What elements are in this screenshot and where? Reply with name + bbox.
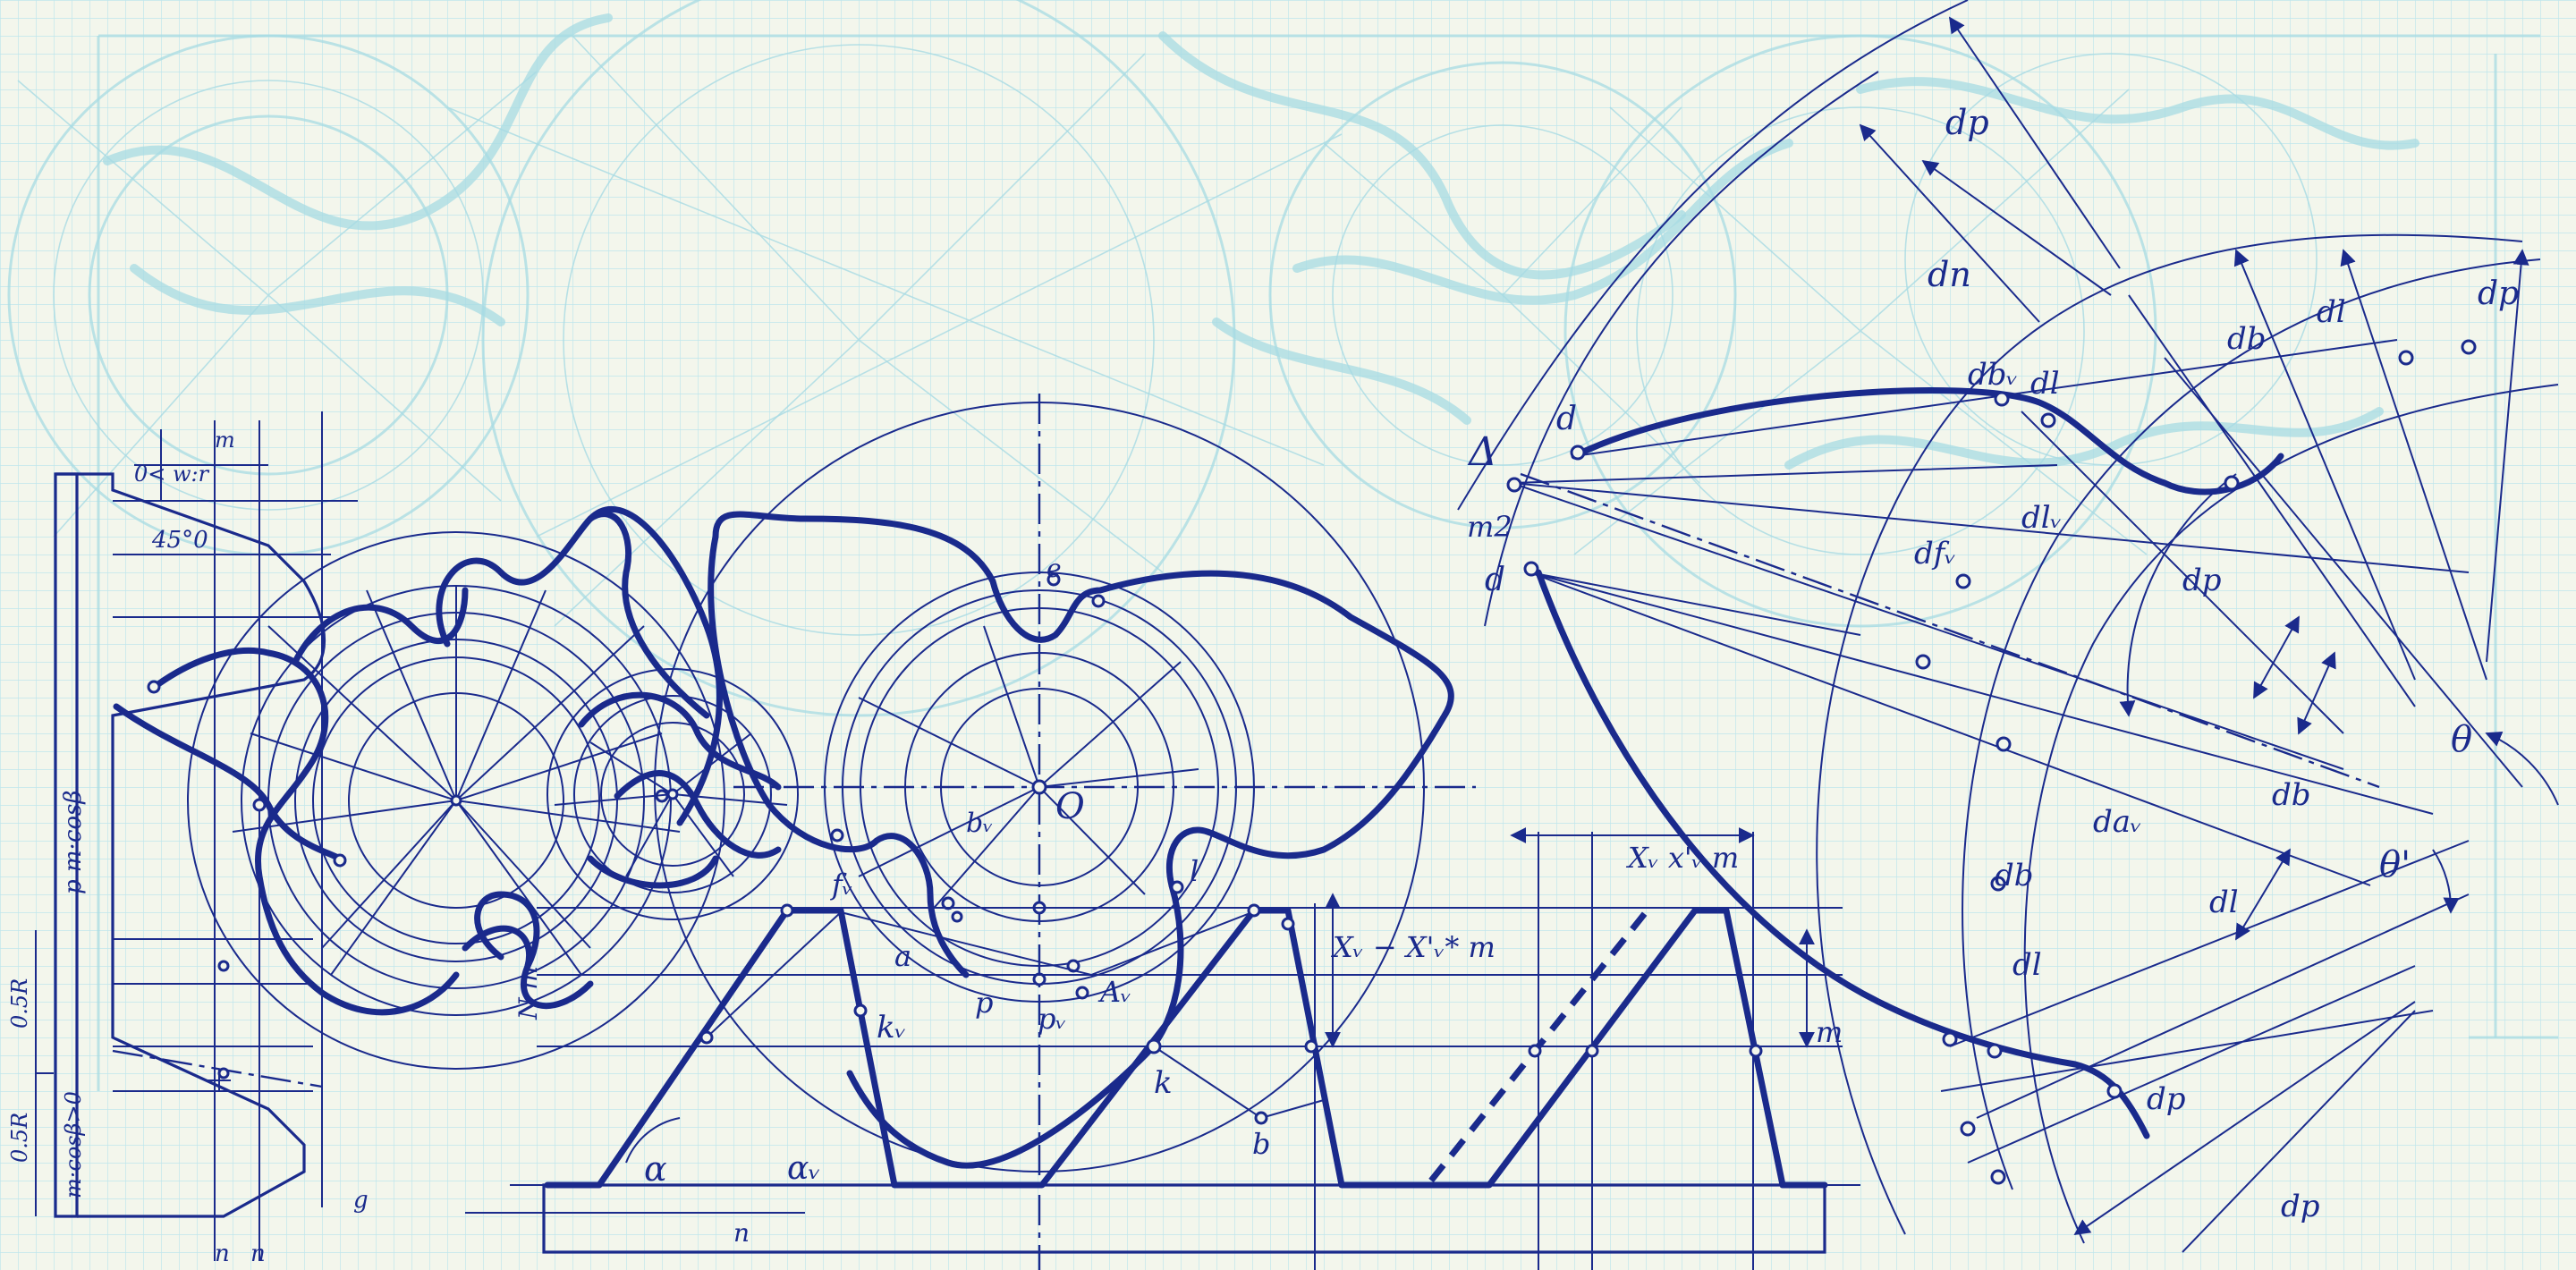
label-g-small: g [353,1187,369,1214]
label-dl-c: dl [2209,885,2239,920]
label-p: p [975,986,993,1020]
label-db-d: db [1995,858,2034,893]
label-origin: O [1055,786,1085,827]
label-alpha-v: αᵥ [787,1150,821,1187]
label-a: a [894,939,911,973]
label-p-v: pᵥ [1038,1002,1066,1036]
label-m2: m2 [1467,510,1513,544]
label-m: m [1816,1015,1843,1049]
label-dp-d: dp [2281,1189,2320,1224]
label-n: n [733,1218,750,1248]
left-gear [113,505,725,1080]
label-k: k [1154,1065,1173,1101]
label-n-mark-2: n [250,1240,266,1267]
label-db-a: db [2227,321,2267,357]
left-profile-view [35,411,358,1261]
label-theta-prime: θ' [2379,844,2411,885]
label-xv-formula: Xᵥ − X'ᵥ* m [1330,930,1496,964]
label-f-v: fᵥ [830,868,853,902]
label-b-v: bᵥ [966,808,993,839]
rack-profile [465,827,1860,1270]
label-e: e [1046,554,1062,583]
label-kv: kᵥ [877,1010,906,1046]
label-da-v: daᵥ [2093,804,2142,840]
label-n-mark: n [215,1240,230,1267]
label-cos-formula-2: m·cosβ>0 [61,1091,86,1198]
label-alpha: α [644,1149,667,1189]
label-ratio-small: 0< w:r [134,461,210,487]
label-d-lower: d [1485,562,1505,598]
right-arc-construction [1457,0,2559,1253]
label-half-r: 0.5R [7,978,32,1029]
second-small-gear [547,668,799,920]
label-m-small: m [215,428,235,453]
center-gear [474,394,1476,1270]
drawing-labels: O Δ θ θ' α αᵥ dp dn d d dbᵥ dl dfᵥ dlᵥ d… [7,103,2519,1267]
label-dn-top: dn [1928,255,1971,294]
label-l: l [1190,854,1199,888]
label-dl: dl [2030,366,2060,402]
label-dp-top: dp [1945,103,1989,142]
label-mid-m: N m [513,966,543,1020]
label-dp-b: dp [2182,563,2222,598]
label-db-v: dbᵥ [1968,357,2018,393]
label-angle-45: 45°0 [151,527,208,554]
label-cos-formula: p m·cosβ [60,791,87,894]
label-half-r-2: 0.5R [7,1113,32,1163]
label-dl-b: dl [2317,294,2346,330]
label-dp-c: dp [2147,1081,2186,1117]
label-d-upper: d [1556,401,1577,437]
label-db-c: db [2272,777,2311,813]
label-b: b [1252,1127,1270,1161]
label-dl-v: dlᵥ [2021,500,2062,536]
label-dp-right: dp [2478,275,2519,312]
ghost-background-layer [7,0,2558,1091]
label-a-v: Aᵥ [1097,975,1131,1009]
label-x-dimension: Xᵥ x'ᵥ m [1625,841,1739,875]
label-dfv: dfᵥ [1914,536,1956,572]
label-delta: Δ [1467,429,1497,475]
label-theta: θ [2451,719,2472,760]
label-dl-d: dl [2012,947,2042,983]
